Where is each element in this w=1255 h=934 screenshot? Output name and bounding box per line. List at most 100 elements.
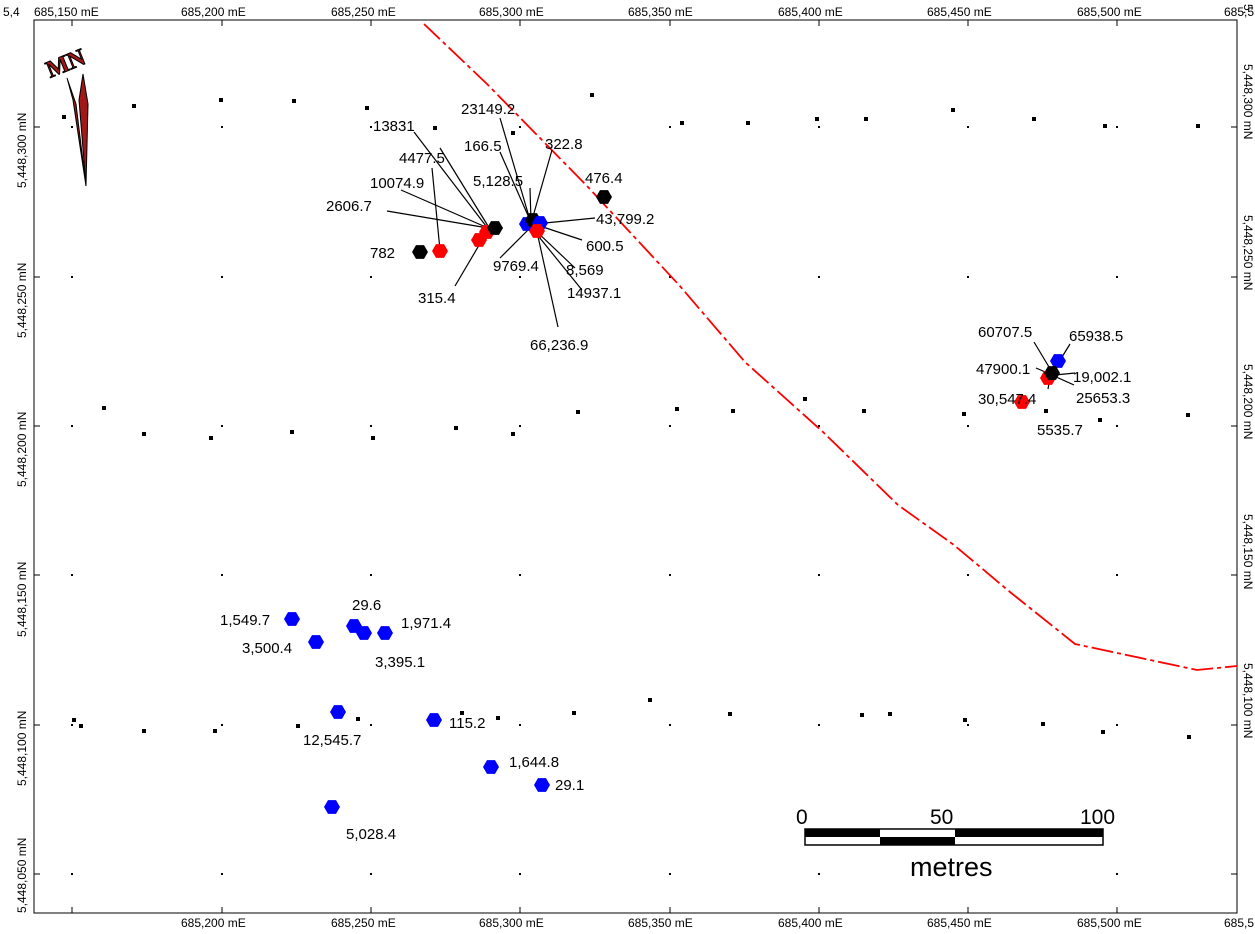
sample-label: 476.4 (585, 170, 623, 187)
sample-label: 9769.4 (493, 258, 539, 275)
scale-label-zero: 0 (796, 806, 808, 829)
northing-left-5: 5,448,050 mN (15, 838, 29, 913)
sample-label: 4477.5 (399, 150, 445, 167)
grid-cross (519, 873, 521, 875)
grid-cross (519, 276, 521, 278)
grid-cross (818, 724, 820, 726)
grid-cross (221, 425, 223, 427)
easting-top-6: 685,450 mE (927, 5, 992, 19)
easting-top-2: 685,250 mE (331, 5, 396, 19)
easting-top-3: 685,300 mE (479, 5, 544, 19)
sample-label: 1,971.4 (401, 615, 451, 632)
sample-label: 66,236.9 (530, 337, 588, 354)
easting-top-5: 685,400 mE (778, 5, 843, 19)
grid-cross (370, 425, 372, 427)
sample-label: 30,547.4 (978, 391, 1036, 408)
sample-label: 322.8 (545, 136, 583, 153)
sample-label: 29.6 (352, 597, 381, 614)
sample-label: 600.5 (586, 238, 624, 255)
northing-left-3: 5,448,150 mN (15, 562, 29, 637)
northing-left-2: 5,448,200 mN (15, 412, 29, 487)
grid-cross (370, 126, 372, 128)
grid-cross (519, 724, 521, 726)
sample-label: 3,395.1 (375, 654, 425, 671)
sample-label: 1,644.8 (509, 754, 559, 771)
blue-sample-marker (346, 619, 362, 633)
grid-cross (967, 276, 969, 278)
grid-cross (71, 873, 73, 875)
sample-label: 19,002.1 (1073, 369, 1131, 386)
easting-bottom-4: 685,400 mE (778, 916, 843, 930)
easting-bottom-5: 685,450 mE (927, 916, 992, 930)
easting-bottom-1: 685,250 mE (331, 916, 396, 930)
grid-cross (1116, 126, 1118, 128)
northing-left-1: 5,448,250 mN (15, 263, 29, 338)
sample-label: 25653.3 (1076, 390, 1130, 407)
corner-label-bottom-right: 685,5 (1224, 916, 1254, 930)
sample-label: 65938.5 (1069, 328, 1123, 345)
grid-cross (71, 425, 73, 427)
blue-sample-marker (356, 626, 372, 640)
grid-cross (519, 574, 521, 576)
northing-left-0: 5,448,300 mN (15, 113, 29, 188)
grid-cross (669, 574, 671, 576)
sample-label: 14937.1 (567, 285, 621, 302)
blue-sample-marker (426, 713, 442, 727)
sample-label: 13831 (373, 118, 415, 135)
grid-cross (221, 276, 223, 278)
sample-label: 166.5 (464, 138, 502, 155)
easting-top-0: 685,150 mE (34, 5, 99, 19)
grid-cross (967, 873, 969, 875)
grid-cross (967, 126, 969, 128)
grid-cross (370, 724, 372, 726)
easting-top-7: 685,500 mE (1077, 5, 1142, 19)
grid-cross (669, 276, 671, 278)
sample-label: 12,545.7 (303, 732, 361, 749)
blue-sample-marker (377, 626, 393, 640)
grid-cross (370, 574, 372, 576)
grid-ticks (34, 20, 1237, 913)
sample-label: 10074.9 (370, 175, 424, 192)
sample-label: 2606.7 (326, 198, 372, 215)
sample-label: 23149.2 (461, 101, 515, 118)
blue-sample-marker (330, 705, 346, 719)
grid-cross (967, 724, 969, 726)
grid-cross (818, 574, 820, 576)
corner-label-right-top: 5, (1241, 4, 1255, 14)
sample-label: 5535.7 (1037, 422, 1083, 439)
blue-sample-marker (284, 612, 300, 626)
grid-cross (1116, 724, 1118, 726)
easting-bottom-6: 685,500 mE (1077, 916, 1142, 930)
sample-label: 115.2 (449, 715, 485, 732)
sample-label: 782 (370, 245, 395, 262)
red-sample-marker (1014, 395, 1030, 409)
red-sample-marker (529, 224, 545, 238)
blue-sample-marker (324, 800, 340, 814)
scale-bar: 0 50 100 metres (796, 806, 1115, 882)
corner-label-top-left: 5,4 (3, 5, 20, 19)
grid-cross (818, 873, 820, 875)
grid-cross (519, 126, 521, 128)
label-leader-lines (386, 117, 1076, 390)
black-sample-marker (412, 245, 428, 259)
black-sample-marker (596, 190, 612, 204)
grid-cross (71, 574, 73, 576)
grid-cross (1116, 873, 1118, 875)
grid-cross (71, 276, 73, 278)
blue-sample-marker (534, 778, 550, 792)
northing-right-2: 5,448,200 mN (1241, 364, 1255, 439)
scale-unit-label: metres (910, 852, 993, 882)
northing-right-3: 5,448,150 mN (1241, 514, 1255, 589)
sample-label: 315.4 (418, 290, 456, 307)
survey-dots (62, 93, 1200, 739)
northing-right-0: 5,448,300 mN (1241, 64, 1255, 139)
grid-cross (221, 724, 223, 726)
map-frame (33, 19, 1238, 914)
northing-right-1: 5,448,250 mN (1241, 215, 1255, 290)
grid-cross (71, 126, 73, 128)
grid-cross (818, 276, 820, 278)
easting-top-1: 685,200 mE (181, 5, 246, 19)
sample-label: 3,500.4 (242, 640, 292, 657)
sample-label: 8,569 (566, 262, 604, 279)
blue-sample-marker (483, 760, 499, 774)
